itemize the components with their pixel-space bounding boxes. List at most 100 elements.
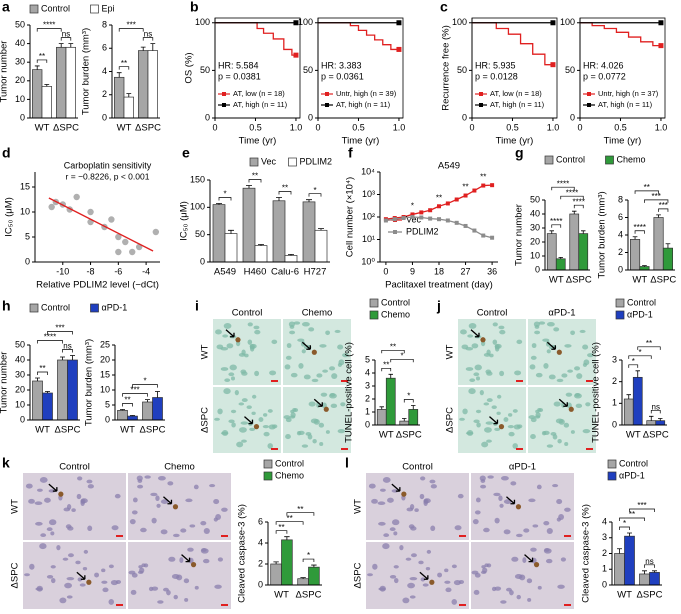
nucleus	[183, 578, 190, 584]
legend-label: Untr, high (n = 37)	[598, 89, 659, 98]
micrograph	[23, 473, 126, 540]
nucleus	[543, 520, 550, 526]
nucleus	[223, 388, 231, 395]
data-point	[73, 193, 80, 201]
bar	[281, 539, 293, 586]
nucleus	[56, 545, 61, 551]
panel-label: b	[190, 0, 199, 15]
nucleus	[409, 576, 418, 581]
nucleus	[224, 378, 231, 383]
data-point	[463, 193, 468, 198]
arrow	[76, 571, 86, 580]
y-tick-label: 6	[102, 43, 107, 53]
nucleus	[468, 322, 477, 329]
error-bar	[300, 577, 306, 579]
x-tick-label: 0.5	[352, 122, 365, 132]
legend-label: PDLIM2	[300, 156, 333, 166]
positive-cell	[323, 406, 329, 412]
nucleus	[290, 372, 298, 378]
nucleus	[303, 374, 311, 380]
nucleus	[29, 563, 35, 570]
nucleus	[37, 488, 43, 492]
error-bar	[58, 43, 64, 48]
nucleus	[64, 582, 73, 589]
x-tick-label: WT	[117, 123, 132, 134]
x-tick-label: WT	[617, 590, 632, 601]
y-tick-label: 10	[530, 250, 540, 260]
survival-curve	[318, 22, 399, 51]
significance-bracket	[248, 179, 262, 183]
significance-bracket	[132, 384, 158, 388]
y-tick-label: 3	[612, 354, 617, 364]
nucleus	[46, 574, 54, 579]
y-tick-label: 0	[102, 112, 107, 122]
x-axis-label: Paclitaxel treatment (day)	[385, 280, 493, 291]
data-point	[463, 223, 468, 228]
nucleus	[241, 371, 248, 376]
x-tick-label: ΔSPC	[396, 430, 422, 441]
significance-bracket	[560, 195, 584, 200]
legend-swatch	[29, 4, 39, 14]
nucleus	[297, 338, 305, 342]
nucleus	[563, 422, 570, 428]
nucleus	[556, 498, 563, 505]
nucleus	[39, 543, 47, 550]
legend-label: Vec	[406, 214, 422, 224]
significance-label: ****	[557, 179, 569, 188]
nucleus	[337, 344, 344, 350]
x-tick-label: H727	[304, 267, 327, 278]
significance-bracket	[36, 59, 48, 63]
nucleus	[285, 434, 291, 440]
nucleus	[129, 519, 136, 525]
y-tick-label: 10³	[362, 189, 375, 199]
error-bar	[572, 210, 577, 214]
nucleus	[173, 533, 180, 538]
nucleus	[76, 493, 82, 500]
panel-label: c	[440, 0, 448, 15]
censor-marker	[293, 20, 299, 26]
nucleus	[472, 519, 479, 525]
significance-bracket	[286, 512, 315, 516]
censor-marker	[550, 62, 556, 68]
nucleus	[173, 594, 178, 600]
significance-label: ****	[573, 197, 585, 206]
error-bar	[617, 548, 622, 554]
censor-marker	[396, 20, 402, 26]
legend-label: Control	[556, 154, 585, 164]
bar	[623, 398, 634, 426]
annotation: r = −0.8226, p < 0.001	[66, 171, 150, 181]
bar	[152, 397, 163, 421]
significance-label: *	[632, 357, 635, 366]
nucleus	[298, 430, 305, 435]
data-point	[410, 212, 415, 217]
bar	[632, 376, 643, 426]
nucleus	[494, 345, 500, 352]
nucleus	[486, 398, 493, 403]
positive-cell	[311, 349, 317, 355]
significance-label: ****	[43, 21, 55, 30]
nucleus	[77, 577, 83, 582]
significance-label: **	[390, 342, 396, 351]
nucleus	[393, 565, 399, 569]
bar	[297, 578, 309, 586]
legend-label: Control	[381, 297, 410, 307]
y-tick-label: 20	[530, 236, 540, 246]
y-tick-label: 10	[15, 399, 25, 409]
x-tick-label: WT	[35, 425, 50, 436]
micrograph	[23, 542, 126, 609]
data-point	[392, 217, 397, 222]
significance-label: *	[400, 351, 403, 360]
significance-bracket	[62, 349, 73, 353]
nucleus	[247, 322, 253, 327]
y-tick-label: 5	[25, 231, 30, 241]
data-point	[437, 204, 441, 209]
y-tick-label: 2	[258, 558, 263, 568]
column-label: Control	[59, 462, 90, 473]
row-label: WT	[200, 344, 211, 359]
significance-label: *	[623, 519, 626, 528]
y-tick-label: 4	[618, 229, 623, 239]
nucleus	[222, 334, 229, 338]
nucleus	[473, 419, 480, 424]
nucleus	[383, 533, 390, 538]
bar	[629, 239, 641, 271]
